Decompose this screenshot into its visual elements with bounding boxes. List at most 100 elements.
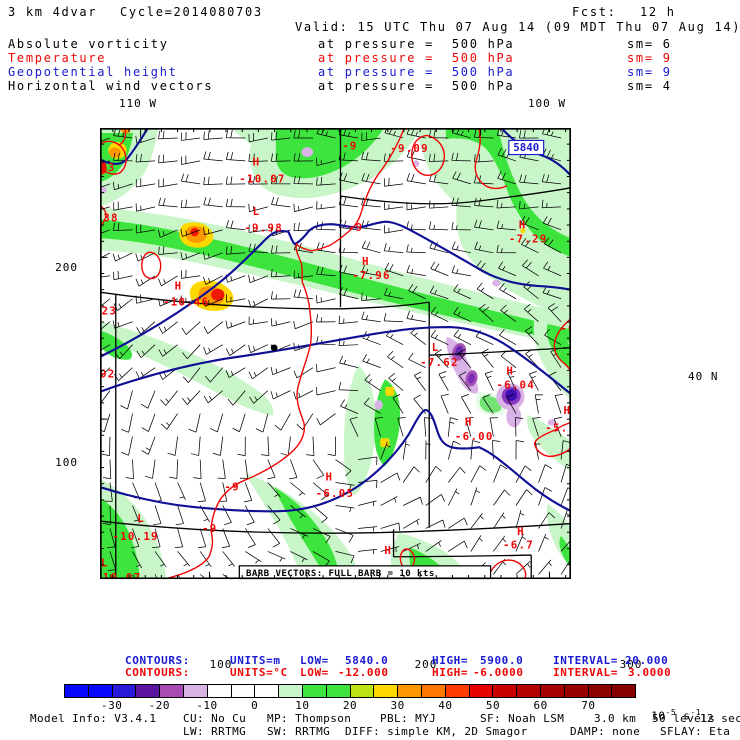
wind-barb: [327, 436, 336, 457]
valid-time-label: Valid: 15 UTC Thu 07 Aug 14 (09 MDT Thu …: [295, 20, 740, 34]
wind-barb: [447, 467, 466, 483]
wind-barb: [383, 177, 404, 187]
wind-barb: [335, 551, 355, 564]
contour-info-item: INTERVAL=: [553, 654, 619, 667]
temperature-extremum-label: -6.00: [455, 430, 494, 443]
wind-barb: [519, 174, 539, 185]
header-item: 12 h: [640, 5, 676, 19]
model-info-item: LW: RRTMG: [183, 725, 247, 738]
wind-barb: [499, 282, 517, 300]
wind-barb: [248, 316, 268, 325]
border-oklahoma-texas-365n: [393, 554, 532, 558]
wind-barb: [180, 269, 201, 279]
wind-barb: [226, 294, 246, 303]
colorbar-tick: -20: [148, 699, 171, 712]
wind-barb: [210, 413, 224, 433]
wind-barb: [107, 528, 116, 548]
wind-barb: [203, 251, 223, 260]
wind-barb: [316, 128, 336, 139]
field-name-label: Temperature: [8, 51, 107, 65]
wind-barb: [205, 367, 224, 383]
wind-barb: [197, 482, 206, 503]
wind-barb: [519, 201, 539, 210]
wind-barb: [160, 390, 178, 406]
field-name-label: Absolute vorticity: [8, 37, 169, 51]
wind-barb: [121, 436, 133, 456]
temperature-extremum-label: 92: [100, 368, 115, 381]
wind-barb: [113, 152, 133, 162]
contour-info-item: 5840.0: [345, 654, 389, 667]
wind-barb: [293, 390, 314, 400]
model-info-item: SW: RRTMG: [267, 725, 331, 738]
height-label-box: [508, 139, 545, 156]
map-panel: 5840 H -10.07 L -9.98 -9 -9.09 -9 H -7.29 H -7.96 H…: [88, 112, 656, 688]
temperature-extremum-label: -7.62: [420, 356, 459, 369]
colorbar-cell: [302, 684, 327, 698]
wind-barb: [125, 459, 134, 479]
colorbar-tick: 60: [533, 699, 548, 712]
temperature-extremum-label: H: [175, 280, 183, 293]
contour-info-item: LOW=: [300, 654, 329, 667]
wind-barb: [270, 153, 291, 162]
wind-barb: [293, 153, 313, 162]
colorbar-cell: [421, 684, 446, 698]
wind-barb: [392, 394, 404, 414]
wind-barb: [293, 203, 314, 212]
wind-barb: [515, 533, 527, 552]
wind-barb: [225, 344, 246, 356]
wind-barb: [267, 459, 276, 480]
wind-barb: [248, 274, 268, 284]
wind-barb: [554, 393, 563, 414]
wind-barb: [403, 542, 421, 552]
height-contour-label: 5840: [513, 141, 539, 154]
model-info-item: DIFF: simple KM, 2D Smagor: [345, 725, 528, 738]
colorbar-cell: [398, 684, 422, 698]
colorbar-cell: [88, 684, 113, 698]
colorbar-tick: -10: [196, 699, 218, 712]
wind-barb: [534, 394, 544, 414]
wind-barb: [424, 417, 433, 437]
colorbar-cell: [136, 684, 161, 698]
colorbar-tick: 10: [295, 699, 310, 712]
temperature-extremum-label: -7.96: [352, 269, 391, 282]
wind-barb: [316, 157, 336, 166]
colorbar-cell: [231, 684, 256, 698]
wind-barb: [157, 229, 178, 238]
field-smoothing-label: sm= 4: [627, 79, 672, 93]
wind-barb: [440, 393, 449, 414]
wind-barb: [243, 482, 253, 503]
field-pressure-label: at pressure = 500 hPa: [318, 65, 515, 79]
temperature-extremum-label: L: [432, 341, 440, 354]
wind-barb: [473, 153, 494, 163]
wind-barb: [542, 148, 562, 162]
field-name-label: Horizontal wind vectors: [8, 79, 214, 93]
wind-barb: [470, 465, 487, 483]
field-pressure-label: at pressure = 500 hPa: [318, 37, 515, 51]
wind-barb: [180, 251, 201, 261]
temperature-extremum-label: -6.04: [496, 378, 535, 391]
wind-barb: [507, 370, 517, 391]
wind-barb: [182, 390, 201, 405]
wind-barb: [361, 132, 381, 142]
field-smoothing-label: sm= 6: [627, 37, 672, 51]
wind-barb: [267, 505, 281, 525]
wind-barb: [544, 328, 562, 346]
wind-barb: [496, 200, 516, 209]
wind-barb: [453, 284, 472, 300]
wind-barb: [380, 522, 401, 531]
wind-barb: [489, 417, 498, 437]
wind-barb: [538, 487, 552, 506]
state-borders-layer: [100, 128, 572, 580]
colorbar-cell: [350, 684, 375, 698]
wind-barb: [403, 496, 423, 506]
header-item: 3 km 4dvar: [8, 5, 98, 19]
wind-barb: [199, 551, 212, 568]
wind-barb: [158, 344, 178, 357]
wind-barb: [271, 318, 291, 327]
wind-barb: [244, 528, 256, 548]
wind-barb: [358, 456, 378, 465]
wind-barb: [470, 440, 481, 460]
colorbar-tick: 70: [581, 699, 596, 712]
axis-label: 100 W: [527, 97, 567, 110]
wind-barb: [249, 390, 269, 404]
